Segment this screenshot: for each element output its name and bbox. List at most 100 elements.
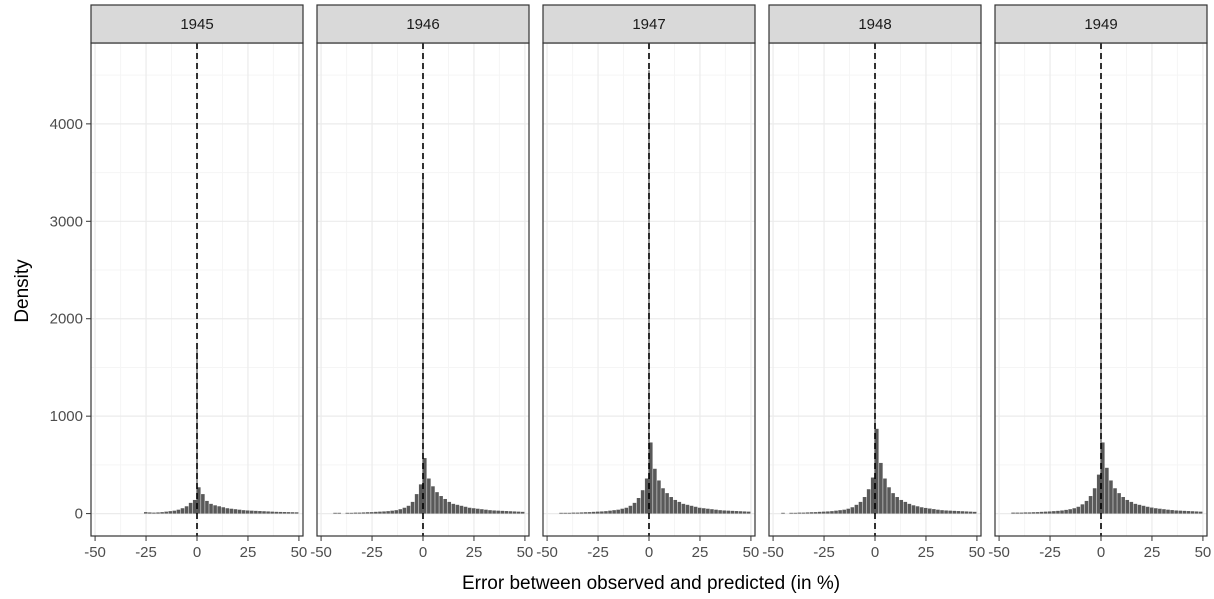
- histogram-bar: [1101, 442, 1105, 514]
- x-tick-label: 50: [743, 544, 760, 561]
- histogram-bar: [936, 509, 940, 514]
- x-tick-label: 50: [969, 544, 986, 561]
- x-tick-label: -50: [84, 544, 106, 561]
- histogram-bar: [891, 493, 895, 514]
- facet-strip: [542, 4, 756, 44]
- histogram-bar: [1088, 496, 1093, 514]
- histogram-bar: [1178, 510, 1183, 514]
- histogram-bar: [209, 503, 213, 514]
- histogram-bar: [620, 508, 625, 514]
- histogram-bar: [414, 494, 419, 514]
- histogram-bar: [1060, 510, 1064, 514]
- histogram-bar: [1019, 512, 1024, 514]
- facet-strip: [994, 4, 1208, 44]
- histogram-bar: [357, 512, 362, 514]
- x-tick-label: -25: [135, 544, 157, 561]
- histogram-bar: [1076, 506, 1081, 514]
- histogram-bar: [722, 510, 726, 514]
- histogram-bar: [972, 511, 977, 514]
- histogram-bar: [944, 510, 948, 514]
- histogram-bar: [221, 507, 226, 514]
- histogram-bar: [1149, 507, 1154, 514]
- x-tick-label: 0: [193, 544, 201, 561]
- histogram-bar: [648, 70, 650, 514]
- histogram-bar: [669, 497, 673, 514]
- histogram-bar: [160, 512, 164, 514]
- histogram-bar: [1186, 511, 1191, 514]
- histogram-bar: [608, 510, 612, 514]
- histogram-bar: [197, 487, 201, 514]
- x-tick-label: 50: [517, 544, 534, 561]
- histogram-bar: [398, 509, 403, 514]
- histogram-bar: [225, 508, 230, 514]
- histogram-bar: [571, 512, 576, 514]
- histogram-bar: [738, 511, 743, 514]
- histogram-bar: [205, 500, 209, 514]
- histogram-bar: [1043, 511, 1048, 514]
- histogram-bar: [1162, 509, 1166, 514]
- histogram-bar: [1166, 509, 1170, 514]
- histogram-bar: [1068, 509, 1072, 514]
- histogram-bar: [636, 498, 641, 514]
- histogram-bar: [809, 512, 814, 514]
- histogram-bar: [604, 511, 608, 514]
- histogram-bar: [345, 512, 350, 514]
- histogram-bar: [337, 512, 341, 514]
- histogram-bar: [476, 508, 480, 514]
- histogram-bar: [813, 512, 818, 514]
- histogram-bar: [447, 501, 452, 514]
- x-tick-label: -50: [536, 544, 558, 561]
- histogram-bar: [467, 507, 472, 514]
- histogram-bar: [1039, 511, 1044, 514]
- histogram-bar: [229, 508, 234, 514]
- x-tick-label: -50: [310, 544, 332, 561]
- histogram-bar: [1129, 501, 1134, 514]
- histogram-bar: [1125, 499, 1130, 514]
- histogram-bar: [730, 510, 735, 514]
- histogram-bar: [1174, 510, 1178, 514]
- histogram-bar: [887, 487, 891, 514]
- histogram-bar: [1031, 512, 1036, 514]
- histogram-bar: [928, 508, 932, 514]
- histogram-bar: [1133, 503, 1138, 514]
- histogram-bar: [484, 509, 488, 514]
- histogram-bar: [180, 508, 185, 514]
- x-tick-label: -25: [587, 544, 609, 561]
- histogram-bar: [628, 505, 633, 514]
- histogram-bar: [254, 510, 258, 514]
- y-tick-label: 0: [75, 506, 83, 523]
- histogram-bar: [1190, 511, 1195, 514]
- histogram-bar: [644, 478, 649, 514]
- histogram-bar: [746, 511, 751, 514]
- histogram-bar: [789, 512, 793, 514]
- histogram-bar: [940, 510, 944, 514]
- histogram-bar: [516, 511, 521, 514]
- histogram-bar: [834, 510, 838, 514]
- histogram-bar: [1064, 509, 1068, 514]
- histogram-bar: [838, 510, 842, 514]
- histogram-bar: [960, 511, 965, 514]
- histogram-bar: [250, 510, 254, 514]
- histogram-bar: [718, 510, 722, 514]
- x-tick-label: 25: [692, 544, 709, 561]
- histogram-bar: [1170, 510, 1174, 514]
- histogram-bar: [1084, 500, 1089, 514]
- histogram-bar: [390, 510, 394, 514]
- histogram-bar: [559, 512, 563, 514]
- histogram-bar: [423, 458, 427, 514]
- histogram-bar: [435, 492, 439, 514]
- histogram-bar: [1145, 506, 1150, 514]
- histogram-bar: [278, 511, 283, 514]
- histogram-bar: [504, 511, 509, 514]
- x-tick-label: 50: [291, 544, 308, 561]
- histogram-bar: [742, 511, 747, 514]
- histogram-bar: [632, 502, 637, 514]
- histogram-bar: [956, 511, 961, 514]
- histogram-bar: [443, 498, 447, 514]
- histogram-bar: [1158, 508, 1162, 514]
- facet-strip-label: 1949: [1084, 16, 1117, 33]
- histogram-bar: [830, 511, 834, 514]
- histogram-bar: [850, 507, 855, 514]
- histogram-bar: [152, 512, 156, 514]
- histogram-bar: [797, 512, 802, 514]
